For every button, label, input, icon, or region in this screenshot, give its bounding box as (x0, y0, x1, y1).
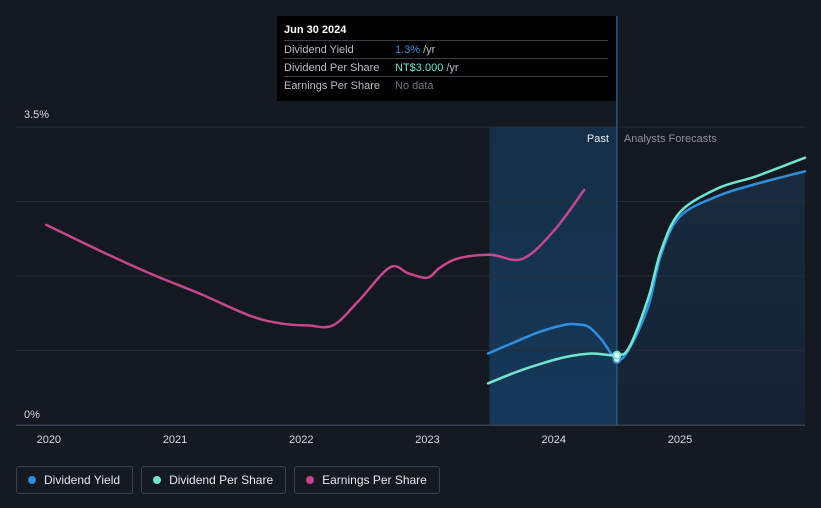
x-tick-label: 2024 (542, 434, 566, 446)
past-label: Past (587, 133, 609, 145)
x-tick-label: 2020 (37, 434, 61, 446)
x-tick-label: 2023 (415, 434, 439, 446)
y-tick-label: 0% (24, 409, 40, 421)
tooltip-row-dividend-per-share: Dividend Per Share NT$3.000 /yr (284, 58, 608, 76)
tooltip-value: NT$3.000 (395, 61, 444, 74)
legend-dot-icon (28, 476, 36, 484)
legend-item-earnings-per-share[interactable]: Earnings Per Share (294, 466, 440, 494)
tooltip-label: Dividend Yield (284, 43, 354, 56)
tooltip-row-earnings-per-share: Earnings Per Share No data (284, 76, 608, 94)
forecast-label: Analysts Forecasts (624, 133, 717, 145)
tooltip-label: Earnings Per Share (284, 79, 380, 92)
legend-item-dividend-yield[interactable]: Dividend Yield (16, 466, 134, 494)
tooltip-date: Jun 30 2024 (284, 24, 347, 36)
x-tick-label: 2021 (163, 434, 187, 446)
tooltip-row-dividend-yield: Dividend Yield 1.3% /yr (284, 40, 608, 58)
legend: Dividend Yield Dividend Per Share Earnin… (16, 466, 440, 494)
y-tick-label: 3.5% (24, 109, 49, 121)
legend-label: Dividend Per Share (169, 473, 274, 487)
legend-dot-icon (306, 476, 315, 484)
legend-label: Dividend Yield (44, 473, 121, 487)
tooltip-nodata: No data (395, 79, 434, 92)
highlight-point-dividend-per-share (612, 350, 622, 360)
tooltip-value: 1.3% (395, 43, 421, 56)
x-tick-label: 2022 (289, 434, 313, 446)
tooltip-unit: /yr (446, 61, 459, 74)
legend-label: Earnings Per Share (322, 473, 427, 487)
legend-dot-icon (153, 476, 162, 484)
series-line-earnings-per-share (45, 188, 586, 329)
tooltip: Jun 30 2024 Dividend Yield 1.3% /yr Divi… (277, 16, 616, 101)
legend-item-dividend-per-share[interactable]: Dividend Per Share (141, 466, 287, 494)
x-tick-label: 2025 (668, 434, 692, 446)
tooltip-label: Dividend Per Share (284, 61, 380, 74)
tooltip-unit: /yr (423, 43, 436, 56)
series-line-dividend-per-share (486, 156, 807, 385)
forecast-area (616, 171, 805, 425)
